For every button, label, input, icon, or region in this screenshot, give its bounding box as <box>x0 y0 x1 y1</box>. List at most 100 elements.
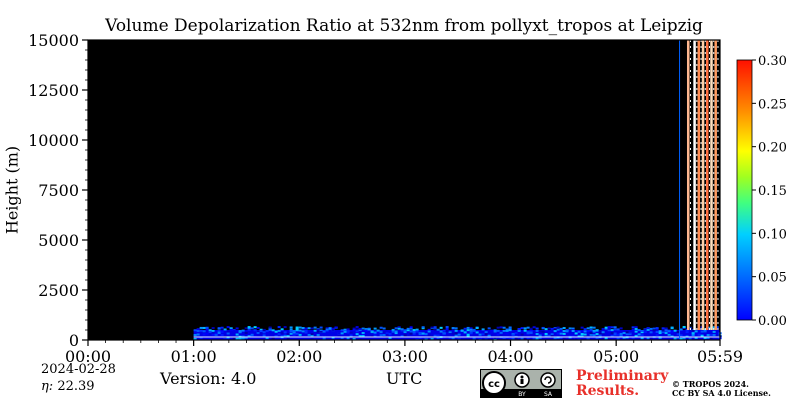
colorbar-tick-label: 0.25 <box>758 97 787 112</box>
depol-pixel <box>463 331 467 334</box>
depol-pixel <box>661 327 665 330</box>
depol-pixel <box>355 333 359 336</box>
depol-pixel <box>583 330 587 333</box>
depol-pixel <box>301 330 305 333</box>
depol-pixel <box>622 336 626 339</box>
depol-pixel <box>667 331 671 334</box>
depol-pixel <box>253 329 257 332</box>
depol-pixel <box>559 330 563 333</box>
depol-pixel <box>382 331 386 334</box>
depol-pixel <box>484 333 488 336</box>
depol-pixel <box>199 329 203 332</box>
depol-pixel <box>577 335 581 338</box>
depol-pixel <box>322 334 326 337</box>
depol-pixel <box>238 337 242 340</box>
depol-pixel <box>220 334 224 337</box>
depol-pixel <box>619 334 623 337</box>
depol-pixel <box>472 337 476 340</box>
depol-pixel <box>343 329 347 332</box>
depol-pixel <box>598 334 602 337</box>
depol-pixel <box>295 326 299 329</box>
depol-pixel <box>349 333 353 336</box>
depol-pixel <box>280 331 284 334</box>
depol-pixel <box>403 330 407 333</box>
depol-pixel <box>199 336 203 339</box>
depol-pixel <box>298 329 302 332</box>
depol-pixel <box>643 330 647 333</box>
depol-pixel <box>469 328 473 331</box>
depol-pixel <box>391 332 395 335</box>
depol-pixel <box>682 326 686 328</box>
depol-pixel <box>703 337 707 340</box>
depol-pixel <box>454 334 458 337</box>
depol-pixel <box>604 327 608 330</box>
depol-pixel <box>235 333 239 336</box>
cc-badge-by-text: BY <box>518 391 526 398</box>
depol-pixel <box>193 334 197 337</box>
depol-pixel <box>433 326 437 329</box>
depol-pixel <box>307 330 311 333</box>
date-label: 2024-02-28 <box>41 362 116 377</box>
eta-label: η: <box>41 379 54 394</box>
depol-pixel <box>631 326 635 329</box>
depol-pixel <box>559 336 563 339</box>
depol-pixel <box>427 334 431 337</box>
depol-pixel <box>697 333 701 336</box>
depol-pixel <box>376 332 380 335</box>
depol-pixel <box>397 336 401 339</box>
depol-pixel <box>694 330 698 333</box>
depol-pixel <box>292 331 296 334</box>
depol-pixel <box>244 327 248 330</box>
depol-pixel <box>628 332 632 335</box>
depol-pixel <box>526 326 530 329</box>
depol-pixel <box>592 334 596 337</box>
depol-pixel <box>259 330 263 333</box>
depol-pixel <box>403 329 407 332</box>
depol-pixel <box>631 333 635 336</box>
depol-pixel <box>559 332 563 335</box>
depol-pixel <box>400 335 404 338</box>
depol-pixel <box>205 326 209 329</box>
depol-pixel <box>277 329 281 332</box>
depol-pixel <box>409 332 413 335</box>
depol-pixel <box>454 329 458 332</box>
depol-pixel <box>289 332 293 335</box>
depol-pixel <box>361 327 365 330</box>
colorbar-ticks: 0.00 0.05 0.10 0.15 0.20 0.25 0.30 <box>752 54 787 329</box>
depol-pixel <box>340 332 344 335</box>
depol-pixel <box>280 335 284 338</box>
depol-pixel <box>412 329 416 332</box>
y-tick-label: 12500 <box>28 81 79 100</box>
depol-pixel <box>325 327 329 330</box>
depol-pixel <box>319 329 323 332</box>
depol-pixel <box>583 333 587 336</box>
depol-pixel <box>637 329 641 332</box>
depol-pixel <box>544 328 548 331</box>
depol-pixel <box>289 328 293 331</box>
depol-pixel <box>304 331 308 334</box>
depol-pixel <box>355 328 359 331</box>
depol-pixel <box>535 329 539 332</box>
depol-pixel <box>538 330 542 333</box>
depol-pixel <box>553 330 557 333</box>
high-depol-column <box>714 40 717 330</box>
depol-pixel <box>352 327 356 330</box>
depol-pixel <box>634 334 638 337</box>
depol-pixel <box>220 330 224 333</box>
high-depol-column <box>693 40 696 330</box>
depol-pixel <box>364 329 368 332</box>
depol-pixel <box>640 331 644 334</box>
depol-pixel <box>550 333 554 336</box>
depol-pixel <box>196 333 200 336</box>
depol-pixel <box>655 334 659 337</box>
depol-pixel <box>577 330 581 333</box>
depol-pixel <box>223 328 227 331</box>
depol-pixel <box>340 329 344 332</box>
depol-pixel <box>655 331 659 334</box>
depol-pixel <box>670 326 674 329</box>
depol-pixel <box>487 327 491 330</box>
depol-pixel <box>313 329 317 332</box>
depol-pixel <box>319 330 323 333</box>
depol-pixel <box>349 332 353 335</box>
depol-pixel <box>334 326 338 329</box>
